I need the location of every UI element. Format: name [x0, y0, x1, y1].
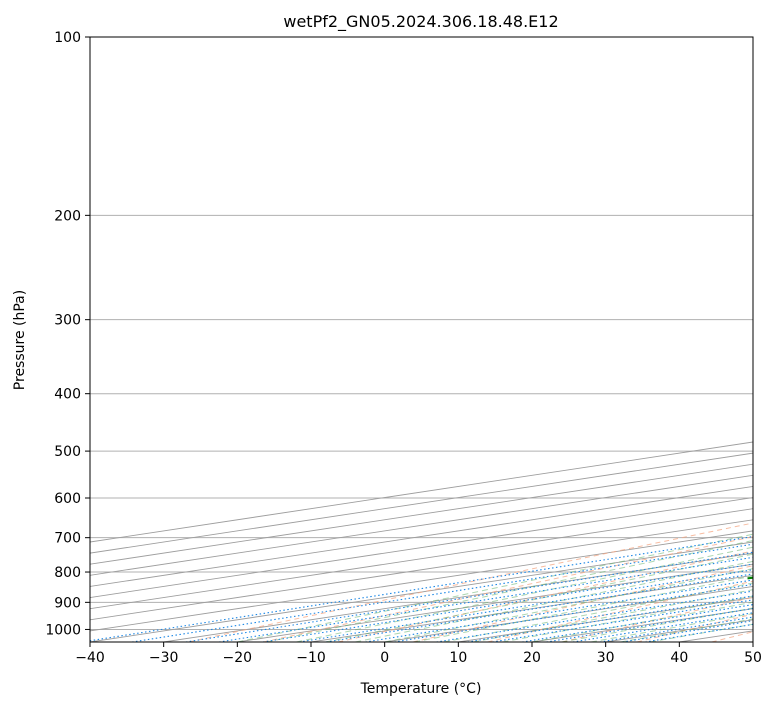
- x-tick-label: 50: [744, 650, 762, 666]
- y-tick-label: 200: [54, 208, 81, 224]
- moist-adiabat: [502, 595, 753, 642]
- dry-adiabat-lines: [188, 522, 753, 642]
- isotherm-line: [90, 497, 753, 599]
- x-tick-label: −10: [296, 650, 326, 666]
- x-tick-label: 0: [380, 650, 389, 666]
- x-tick-label: −40: [75, 650, 105, 666]
- moist-adiabat: [325, 553, 753, 642]
- mixing-ratio-lines: [90, 535, 753, 642]
- y-tick-label: 500: [54, 444, 81, 460]
- x-tick-label: 10: [449, 650, 467, 666]
- mixing-ratio-line: [365, 579, 753, 642]
- mixing-ratio-line: [90, 535, 753, 642]
- isotherm-line: [90, 519, 753, 621]
- mixing-ratio-line: [131, 543, 753, 642]
- y-tick-label: 700: [54, 531, 81, 547]
- isotherm-line: [90, 474, 753, 576]
- moist-adiabat: [443, 582, 753, 642]
- chart-title: wetPf2_GN05.2024.306.18.48.E12: [283, 12, 558, 32]
- x-tick-label: −20: [223, 650, 253, 666]
- y-tick-label: 400: [54, 387, 81, 403]
- isotherm-lines: [90, 441, 753, 642]
- y-tick-label: 900: [54, 595, 81, 611]
- y-axis-ticks: 100 200 300 400 500 600 700 800 900 1000: [45, 30, 90, 638]
- x-tick-label: 20: [523, 650, 541, 666]
- dry-adiabat: [263, 536, 753, 642]
- mixing-ratio-line: [394, 583, 753, 642]
- pressure-gridlines: [90, 37, 753, 630]
- x-axis-ticks: −40 −30 −20 −10 0 10 20 30 40 50: [75, 642, 762, 666]
- isotherm-line: [90, 463, 753, 565]
- y-tick-label: 100: [54, 30, 81, 46]
- isotherm-line: [90, 485, 753, 587]
- x-tick-label: −30: [149, 650, 179, 666]
- x-tick-label: 40: [670, 650, 688, 666]
- x-axis-label: Temperature (°C): [360, 681, 482, 697]
- dry-adiabat: [188, 522, 753, 642]
- isotherm-line: [90, 508, 753, 610]
- plot-frame: [89, 36, 754, 643]
- y-tick-label: 600: [54, 491, 81, 507]
- x-tick-label: 30: [597, 650, 615, 666]
- y-tick-label: 800: [54, 565, 81, 581]
- isotherm-line: [90, 530, 753, 632]
- y-tick-label: 300: [54, 313, 81, 329]
- y-axis-label: Pressure (hPa): [12, 290, 28, 390]
- isotherm-line: [90, 452, 753, 554]
- mixing-ratio-line: [436, 590, 753, 642]
- y-tick-label: 1000: [45, 622, 81, 638]
- moist-adiabat: [237, 533, 753, 642]
- isotherm-line: [90, 441, 753, 543]
